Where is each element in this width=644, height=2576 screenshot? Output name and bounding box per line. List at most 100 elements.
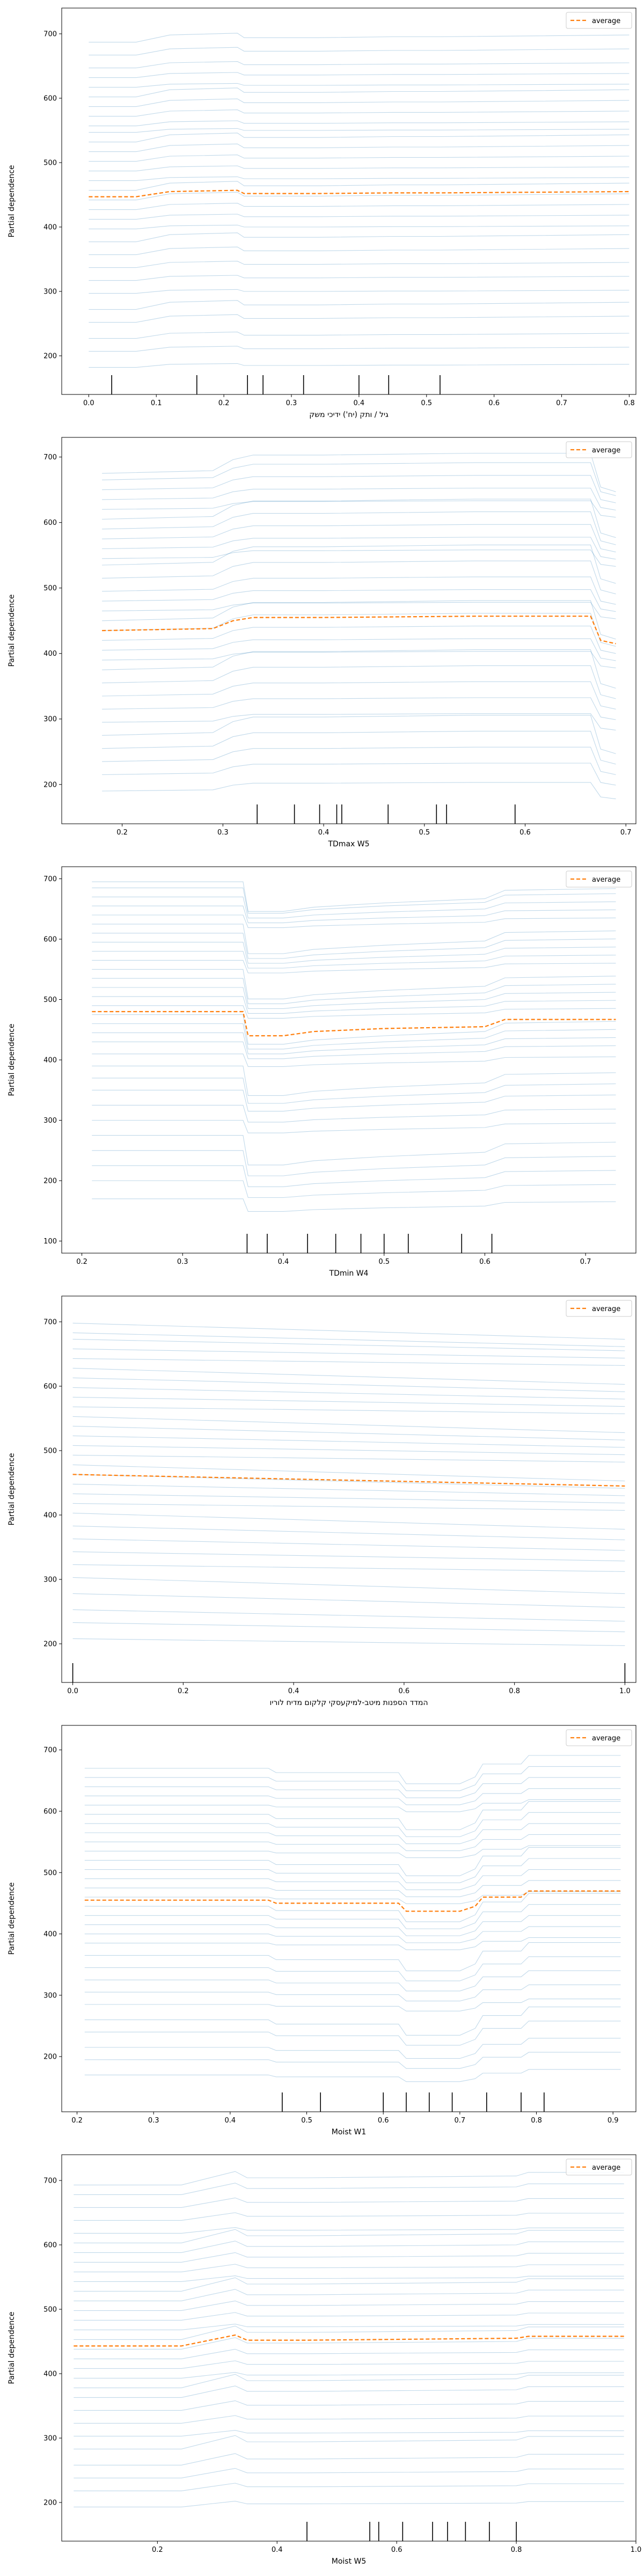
- ice-line: [74, 2312, 624, 2321]
- ice-line: [102, 638, 616, 661]
- ice-line: [74, 2212, 624, 2221]
- y-tick-label: 300: [43, 1992, 57, 2000]
- ice-line: [89, 87, 630, 98]
- plot-frame: [61, 1296, 636, 1683]
- ice-line: [74, 2277, 624, 2292]
- ice-line: [72, 1564, 625, 1572]
- ice-line: [102, 600, 616, 640]
- x-tick-label: 0.8: [624, 399, 635, 407]
- ice-line: [72, 1416, 625, 1433]
- ice-line: [89, 109, 630, 117]
- y-tick-label: 500: [43, 584, 57, 592]
- y-tick-label: 200: [43, 1641, 57, 1649]
- ice-line: [89, 133, 630, 143]
- ice-line: [102, 524, 616, 553]
- x-axis-label: Moist W1: [332, 2128, 367, 2136]
- ice-line: [74, 2252, 624, 2263]
- y-axis-label: Partial dependence: [8, 2311, 16, 2384]
- ice-line: [92, 987, 616, 1009]
- ice-line: [74, 2197, 624, 2208]
- ice-line: [72, 1503, 625, 1511]
- ice-line: [74, 2171, 624, 2185]
- ice-line: [89, 232, 630, 243]
- y-tick-label: 700: [43, 453, 57, 462]
- ice-line: [74, 2264, 624, 2272]
- ice-line: [92, 1023, 616, 1050]
- ice-line: [92, 1165, 616, 1187]
- ice-lines: [92, 881, 616, 1212]
- y-tick-label: 600: [43, 1383, 57, 1391]
- ice-line: [84, 2069, 621, 2082]
- ice-line: [74, 2415, 624, 2424]
- ice-line: [72, 1332, 625, 1347]
- ice-line: [74, 2337, 624, 2350]
- ice-line: [89, 224, 630, 230]
- average-line: [72, 1474, 625, 1487]
- legend-label: average: [592, 447, 620, 455]
- ice-line: [84, 2038, 621, 2059]
- ice-line: [89, 332, 630, 339]
- legend-label: average: [592, 876, 620, 884]
- y-tick-label: 400: [43, 2370, 57, 2379]
- x-tick-label: 0.4: [278, 1258, 289, 1266]
- ice-line: [72, 1538, 625, 1551]
- ice-line: [92, 996, 616, 1014]
- ice-line: [84, 1858, 621, 1883]
- x-tick-label: 0.8: [509, 1687, 520, 1695]
- ice-line: [102, 602, 616, 619]
- ice-line: [102, 550, 616, 567]
- ice-line: [72, 1377, 625, 1392]
- y-tick-label: 500: [43, 2306, 57, 2314]
- ice-line: [89, 363, 630, 368]
- x-tick-label: 0.1: [151, 399, 162, 407]
- ice-line: [74, 2227, 624, 2234]
- legend-box: [566, 1300, 632, 1317]
- x-tick-label: 0.2: [152, 2546, 163, 2554]
- x-tick-label: 0.2: [76, 1258, 87, 1266]
- x-tick-label: 0.9: [608, 2117, 619, 2125]
- y-tick-label: 300: [43, 2435, 57, 2443]
- ice-line: [92, 1032, 616, 1055]
- ice-line: [92, 914, 616, 928]
- ice-line: [92, 950, 616, 969]
- y-tick-label: 500: [43, 996, 57, 1004]
- ice-line: [84, 2007, 621, 2036]
- ice-line: [102, 763, 616, 786]
- ice-line: [72, 1445, 625, 1455]
- x-tick-label: 0.7: [620, 829, 632, 837]
- ice-line: [74, 2348, 624, 2359]
- ice-line: [84, 1926, 621, 1943]
- x-tick-label: 0.3: [286, 399, 297, 407]
- y-tick-label: 600: [43, 2242, 57, 2250]
- ice-line: [92, 933, 616, 959]
- ice-line: [84, 1880, 621, 1897]
- ice-line: [102, 589, 616, 612]
- ice-line: [74, 2453, 624, 2465]
- ice-line: [84, 1891, 621, 1904]
- ice-line: [74, 2374, 624, 2388]
- ice-line: [74, 2275, 624, 2282]
- x-axis-label: גיל / ותק (יח') ידיכי משק: [309, 411, 389, 419]
- ice-line: [74, 2501, 624, 2507]
- rug-ticks: [72, 1663, 626, 1682]
- ice-line: [84, 2021, 621, 2046]
- rug-ticks: [306, 2522, 517, 2541]
- legend: average: [566, 1300, 632, 1317]
- ice-line: [89, 72, 630, 78]
- y-tick-label: 700: [43, 31, 57, 39]
- rug-ticks: [111, 375, 441, 394]
- ice-line: [89, 143, 630, 152]
- y-tick-label: 400: [43, 224, 57, 232]
- ice-line: [102, 462, 616, 496]
- ice-line: [92, 942, 616, 964]
- y-tick-label: 300: [43, 1117, 57, 1125]
- x-tick-label: 0.8: [531, 2117, 542, 2125]
- y-tick-label: 200: [43, 2053, 57, 2061]
- ice-line: [84, 1777, 621, 1798]
- ice-line: [84, 1937, 621, 1950]
- ice-line: [72, 1454, 625, 1462]
- x-tick-label: 0.5: [421, 399, 432, 407]
- ice-line: [72, 1322, 625, 1340]
- ice-line: [92, 960, 616, 974]
